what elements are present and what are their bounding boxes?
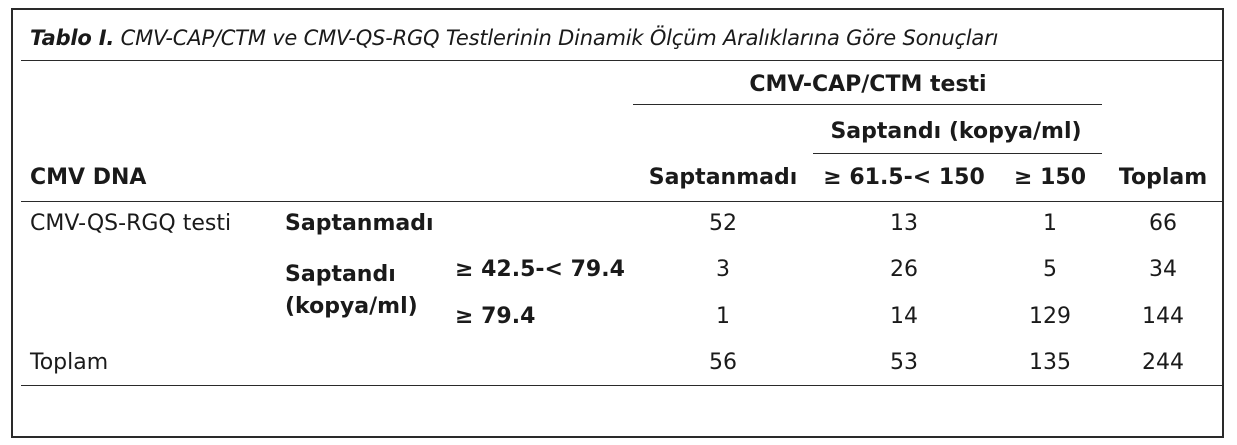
table-cell: 244	[1142, 350, 1184, 375]
table-cell: 135	[1029, 350, 1071, 375]
table-cell: 144	[1142, 304, 1184, 329]
table-caption: Tablo I. CMV-CAP/CTM ve CMV-QS-RGQ Testl…	[30, 26, 998, 50]
header-bottom-rule	[21, 201, 1223, 202]
table-cell: 5	[1043, 257, 1057, 282]
table-cell: 53	[890, 350, 918, 375]
table-cell: 56	[709, 350, 737, 375]
group-title: CMV-CAP/CTM testi	[749, 72, 987, 97]
caption-text: CMV-CAP/CTM ve CMV-QS-RGQ Testlerinin Di…	[120, 26, 999, 50]
table-cell: 66	[1149, 211, 1177, 236]
row-header: CMV DNA	[30, 165, 147, 190]
column-header: ≥ 150	[1013, 165, 1087, 190]
group-rule	[633, 104, 1102, 105]
table-cell: 34	[1149, 257, 1177, 282]
range-label: ≥ 42.5-< 79.4	[455, 257, 625, 282]
table-cell: 1	[716, 304, 730, 329]
bottom-rule	[21, 385, 1223, 386]
caption-label: Tablo I.	[30, 26, 115, 50]
subgroup-rule	[813, 153, 1102, 154]
range-label: ≥ 79.4	[455, 304, 536, 329]
detected-unit-label: (kopya/ml)	[285, 294, 418, 319]
detected-label: Saptandı	[285, 262, 396, 287]
subgroup-title: Saptandı (kopya/ml)	[830, 119, 1082, 144]
not-detected-label: Saptanmadı	[285, 211, 434, 236]
table-cell: 3	[716, 257, 730, 282]
column-header: Toplam	[1118, 165, 1208, 190]
table-cell: 129	[1029, 304, 1071, 329]
table-cell: 52	[709, 211, 737, 236]
test-label: CMV-QS-RGQ testi	[30, 211, 232, 236]
total-label: Toplam	[30, 350, 109, 375]
table-cell: 1	[1043, 211, 1057, 236]
column-header: ≥ 61.5-< 150	[823, 165, 985, 190]
column-header: Saptanmadı	[648, 165, 798, 190]
table-cell: 26	[890, 257, 918, 282]
top-rule	[21, 60, 1223, 61]
table-cell: 13	[890, 211, 918, 236]
table-frame	[11, 8, 1224, 438]
table-cell: 14	[890, 304, 918, 329]
